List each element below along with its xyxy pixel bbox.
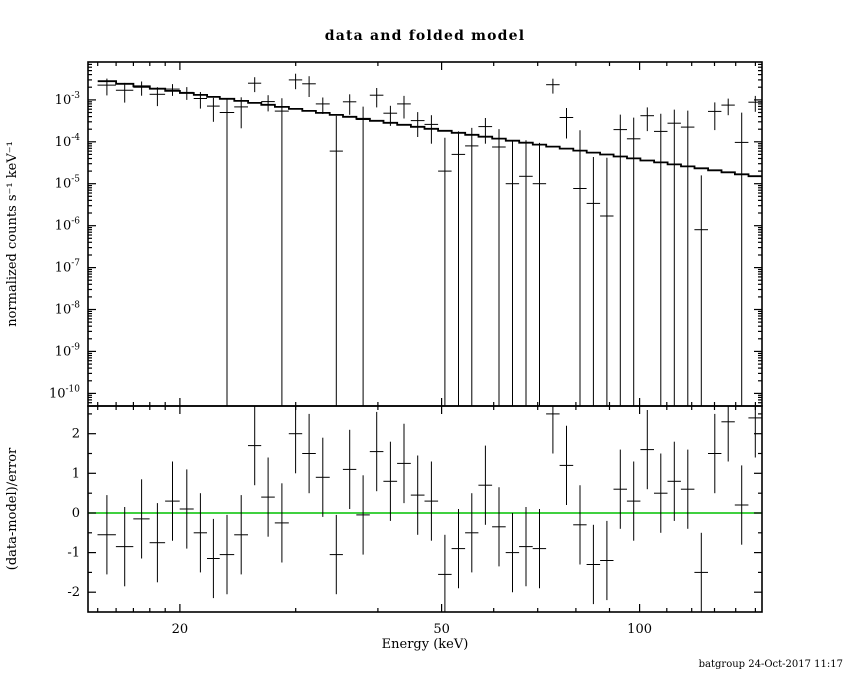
residual-data-points <box>97 406 762 612</box>
y-tick-label: -1 <box>67 546 80 561</box>
axes-frame-and-ticks: 20 50 10010-310-410-510-610-710-810-910-10… <box>49 61 763 637</box>
y-tick-label: 10-6 <box>55 217 81 234</box>
y-axis-label-counts: normalized counts s⁻¹ keV⁻¹ <box>5 141 20 327</box>
y-tick-label: 0 <box>72 506 80 521</box>
footer-timestamp: batgroup 24-Oct-2017 11:17 <box>699 659 843 670</box>
x-tick-label: 20 <box>172 622 189 637</box>
chart-title: data and folded model <box>325 28 526 44</box>
y-tick-label: 10-10 <box>49 384 80 401</box>
y-tick-label: 10-4 <box>55 133 81 150</box>
y-tick-label: 10-7 <box>55 259 81 276</box>
y-tick-label: 10-8 <box>55 301 81 318</box>
y-tick-label: -2 <box>67 585 80 600</box>
chart-layers: 20 50 10010-310-410-510-610-710-810-910-10… <box>49 61 763 637</box>
x-tick-label: 50 <box>433 622 450 637</box>
y-tick-label: 10-9 <box>55 342 81 359</box>
y-axis-label-residuals: (data-model)/error <box>5 447 20 570</box>
y-tick-label: 10-3 <box>55 91 81 108</box>
y-tick-label: 2 <box>72 427 80 442</box>
y-tick-label: 10-5 <box>55 175 81 192</box>
model-line <box>97 80 762 178</box>
spectrum-data-points <box>97 73 762 406</box>
x-tick-label: 100 <box>627 622 652 637</box>
x-axis-label: Energy (keV) <box>382 637 469 652</box>
y-tick-label: 1 <box>72 466 80 481</box>
